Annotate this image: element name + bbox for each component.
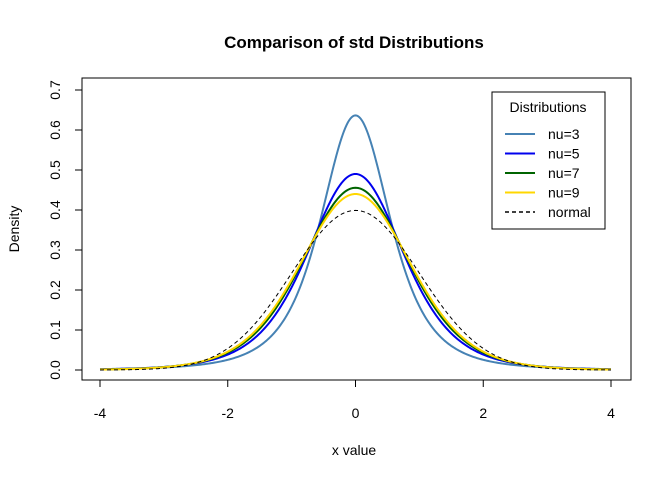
legend-entry: nu=9 — [548, 184, 580, 200]
y-axis-label: Density — [6, 206, 22, 253]
legend-box — [491, 91, 606, 230]
y-tick-label: 0.3 — [47, 240, 63, 260]
legend-entry: normal — [548, 204, 591, 220]
legend-entry: nu=5 — [548, 145, 580, 161]
y-tick-label: 0.4 — [47, 200, 63, 220]
series-line-nu-9 — [99, 192, 612, 371]
y-tick-label: 0.5 — [47, 160, 63, 180]
y-tick-label: 0.7 — [47, 80, 63, 100]
chart-title: Comparison of std Distributions — [224, 33, 484, 52]
y-tick-label: 0.1 — [47, 320, 63, 340]
legend-entries: nu=3 nu=5 nu=7 nu=9 normal — [505, 126, 591, 220]
series-line-normal — [99, 209, 612, 371]
y-tick-label: 0.2 — [47, 280, 63, 300]
legend-entry: nu=3 — [548, 126, 580, 142]
legend-entry: nu=7 — [548, 165, 580, 181]
legend-title: Distributions — [509, 99, 586, 115]
x-tick-label: 2 — [479, 405, 487, 421]
x-axis: -4 -2 0 2 4 — [94, 379, 615, 421]
y-axis: 0.0 0.1 0.2 0.3 0.4 0.5 0.6 0.7 — [47, 80, 83, 380]
x-tick-label: 4 — [607, 405, 615, 421]
x-axis-label: x value — [332, 442, 377, 458]
x-tick-label: 0 — [352, 405, 360, 421]
curves — [99, 114, 612, 371]
x-tick-label: -4 — [94, 405, 107, 421]
x-tick-label: -2 — [222, 405, 235, 421]
series-line-nu-3 — [99, 114, 612, 371]
legend: Distributions nu=3 nu=5 nu=7 nu=9 normal — [491, 91, 606, 230]
y-tick-label: 0.0 — [47, 360, 63, 380]
y-tick-label: 0.6 — [47, 120, 63, 140]
